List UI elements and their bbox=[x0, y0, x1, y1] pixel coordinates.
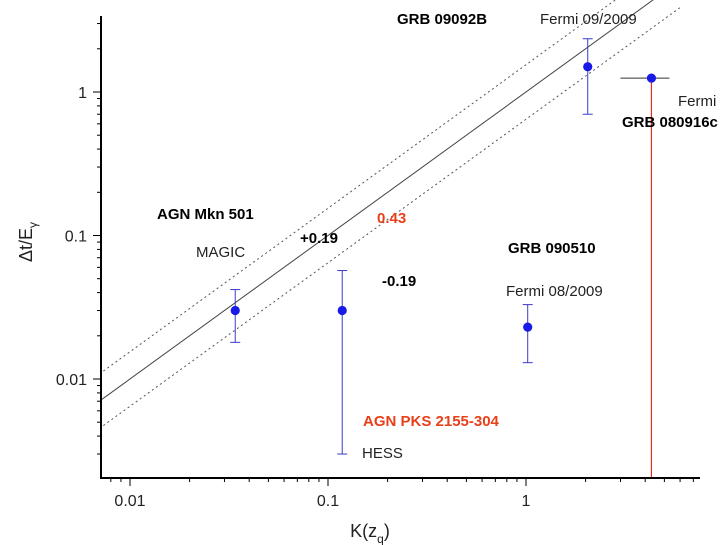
label-agn-mkn501-instrument: MAGIC bbox=[196, 244, 245, 261]
label-grb-080916c: GRB 080916c bbox=[622, 114, 718, 131]
data-point-3 bbox=[583, 62, 593, 72]
x-tick-label: 0.01 bbox=[114, 493, 145, 510]
data-point-1 bbox=[337, 305, 347, 316]
label-grb-090510-instrument: Fermi 08/2009 bbox=[506, 283, 603, 300]
y-tick-label: 0.1 bbox=[65, 229, 87, 246]
x-axis-title: K(zq) bbox=[350, 521, 390, 545]
axes: 0.01 0.1 1 0.01 0.1 1 bbox=[56, 16, 700, 510]
label-agn-mkn501: AGN Mkn 501 bbox=[157, 206, 254, 223]
data-point-0 bbox=[230, 305, 240, 316]
x-tick-label: 0.1 bbox=[317, 493, 339, 510]
plot-area bbox=[101, 0, 681, 495]
data-point-2 bbox=[523, 322, 533, 332]
label-agn-pks2155: AGN PKS 2155-304 bbox=[363, 413, 500, 430]
fit-line bbox=[101, 0, 654, 401]
label-slope-value: 0.43 bbox=[377, 210, 406, 227]
data-point-4 bbox=[646, 73, 657, 83]
label-band-minus: -0.19 bbox=[382, 273, 416, 290]
x-tick-label: 1 bbox=[522, 493, 531, 510]
band-upper-line bbox=[101, 0, 617, 374]
y-tick-label: 1 bbox=[78, 85, 87, 102]
label-grb-080916c-instrument: Fermi bbox=[678, 93, 716, 110]
limit-arrow-head bbox=[647, 485, 655, 495]
label-agn-pks2155-instrument: HESS bbox=[362, 445, 403, 462]
label-band-plus: +0.19 bbox=[300, 230, 338, 247]
y-tick-label: 0.01 bbox=[56, 372, 87, 389]
label-grb-090510: GRB 090510 bbox=[508, 240, 596, 257]
y-axis-title: Δt/Eγ bbox=[16, 222, 40, 262]
label-grb-09092b-instrument: Fermi 09/2009 bbox=[540, 11, 637, 28]
label-grb-09092b: GRB 09092B bbox=[397, 11, 487, 28]
